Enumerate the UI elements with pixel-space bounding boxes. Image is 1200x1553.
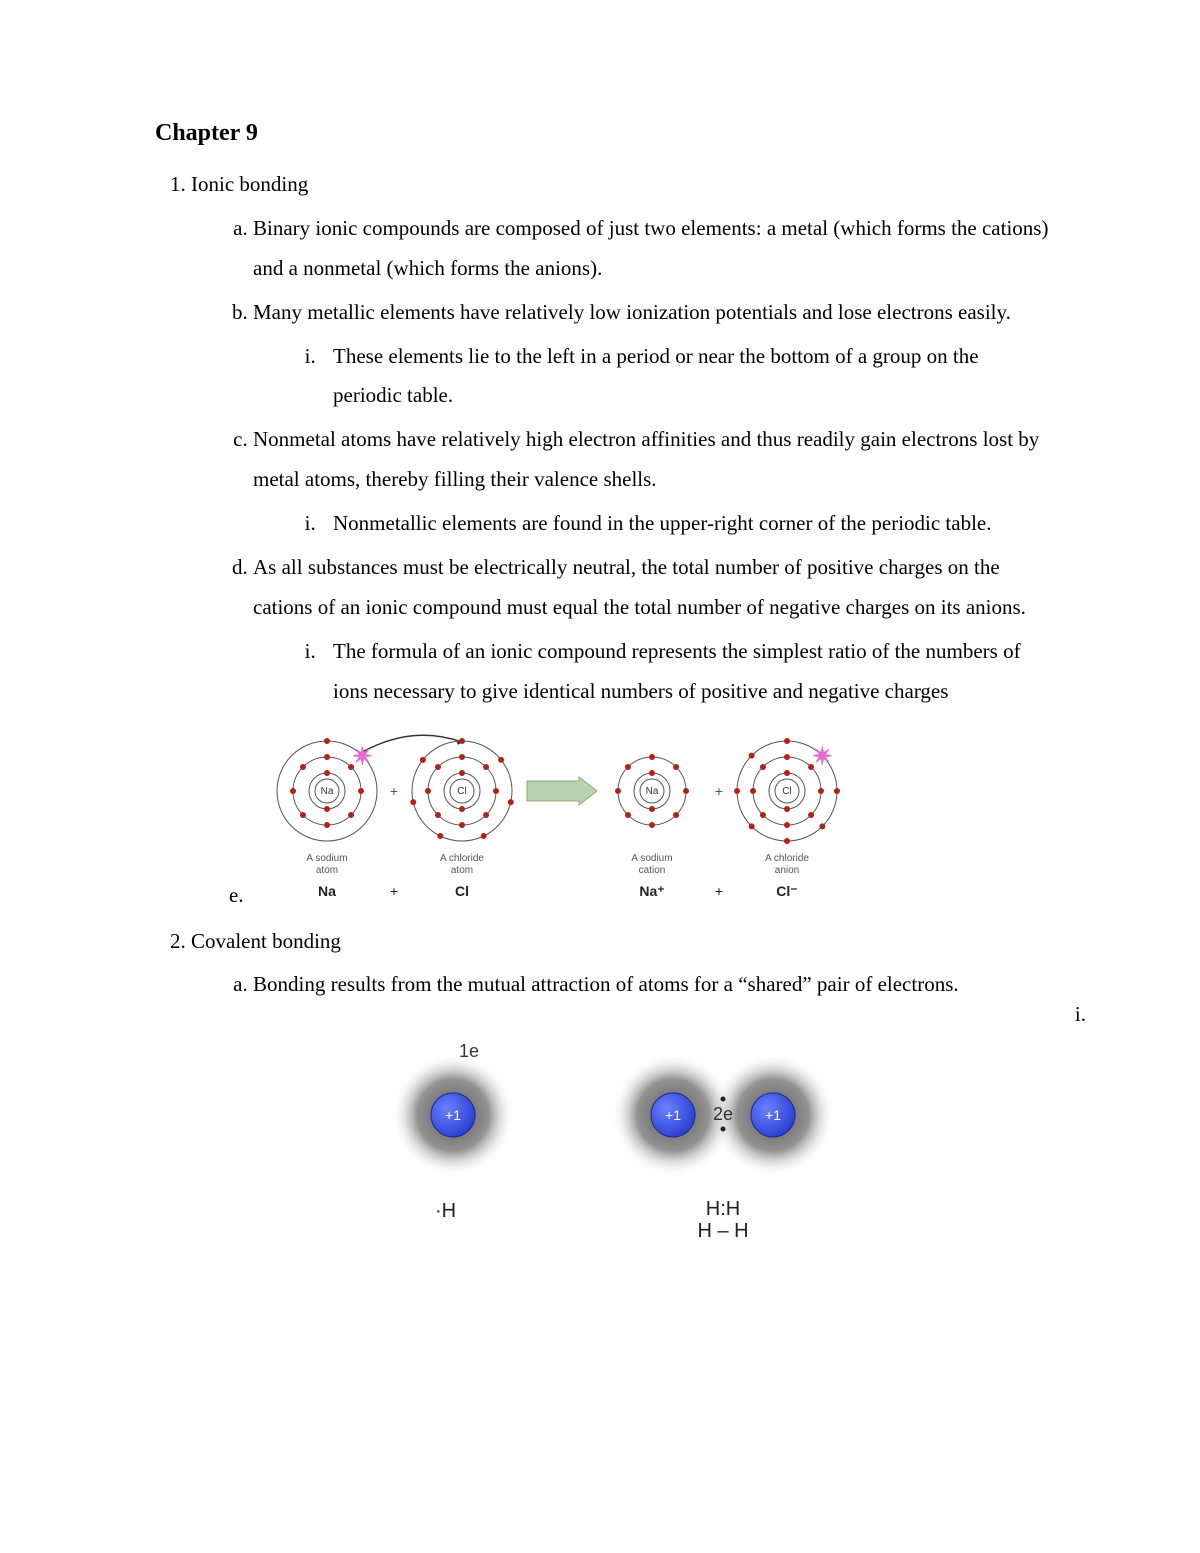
figure-covalent-row: i. +11e·H+1+12eH:HH – H	[253, 1005, 1050, 1245]
chapter-title: Chapter 9	[155, 120, 1050, 147]
svg-text:atom: atom	[451, 865, 473, 876]
svg-text:Cl: Cl	[457, 786, 466, 797]
outline-item-2: Covalent bonding Bonding results from th…	[191, 922, 1050, 1246]
svg-text:Cl⁻: Cl⁻	[776, 883, 797, 899]
svg-text:Cl: Cl	[455, 883, 469, 899]
svg-text:cation: cation	[639, 865, 666, 876]
outline1c-text: Nonmetal atoms have relatively high elec…	[253, 427, 1039, 491]
outline1-label: Ionic bonding	[191, 172, 308, 196]
svg-text:A chloride: A chloride	[440, 853, 484, 864]
outline2-level2: Bonding results from the mutual attracti…	[191, 965, 1050, 1245]
outline1e: e. NaA sodiumatomNaClA chlorideatomClNaA…	[253, 716, 1050, 916]
svg-text:Na: Na	[321, 786, 334, 797]
svg-text:A sodium: A sodium	[631, 853, 672, 864]
covalent-diagram-svg: +1 1e ·H +1 +1 2e H:HH – H	[333, 1015, 893, 1245]
outline1b: Many metallic elements have relatively l…	[253, 293, 1050, 417]
outline1a: Binary ionic compounds are composed of j…	[253, 209, 1050, 289]
svg-text:+1: +1	[445, 1107, 461, 1123]
svg-text:1e: 1e	[459, 1041, 479, 1061]
svg-text:+: +	[715, 883, 723, 899]
svg-text:H:H: H:H	[706, 1198, 740, 1220]
outline1d-level3: The formula of an ionic compound represe…	[253, 632, 1050, 712]
outline2a: Bonding results from the mutual attracti…	[253, 965, 1050, 1245]
outline-item-1: Ionic bonding Binary ionic compounds are…	[191, 165, 1050, 916]
svg-text:2e: 2e	[713, 1104, 733, 1124]
svg-text:Na: Na	[318, 883, 336, 899]
outline1b-i: These elements lie to the left in a peri…	[321, 337, 1050, 417]
outline1b-level3: These elements lie to the left in a peri…	[253, 337, 1050, 417]
svg-text:anion: anion	[775, 865, 799, 876]
svg-text:+: +	[390, 883, 398, 899]
svg-text:A chloride: A chloride	[765, 853, 809, 864]
svg-text:atom: atom	[316, 865, 338, 876]
outline1c: Nonmetal atoms have relatively high elec…	[253, 420, 1050, 544]
document-page: Chapter 9 Ionic bonding Binary ionic com…	[0, 0, 1200, 1553]
figure-covalent-bonding: +1 1e ·H +1 +1 2e H:HH – H	[333, 1015, 893, 1245]
outline1d-text: As all substances must be electrically n…	[253, 555, 1026, 619]
svg-text:H – H: H – H	[697, 1220, 748, 1242]
svg-text:Na: Na	[646, 786, 659, 797]
outline1c-level3: Nonmetallic elements are found in the up…	[253, 504, 1050, 544]
outline-level1: Ionic bonding Binary ionic compounds are…	[155, 165, 1050, 1245]
figure-ionic-bonding: NaA sodiumatomNaClA chlorideatomClNaA so…	[247, 716, 867, 916]
outline1-level2: Binary ionic compounds are composed of j…	[191, 209, 1050, 916]
svg-text:+1: +1	[665, 1107, 681, 1123]
outline1d-i: The formula of an ionic compound represe…	[321, 632, 1050, 712]
outline1c-i: Nonmetallic elements are found in the up…	[321, 504, 1050, 544]
svg-text:+1: +1	[765, 1107, 781, 1123]
svg-text:Na⁺: Na⁺	[639, 883, 664, 899]
outline1d: As all substances must be electrically n…	[253, 548, 1050, 712]
svg-text:Cl: Cl	[782, 786, 791, 797]
svg-text:+: +	[715, 783, 723, 799]
svg-text:+: +	[390, 783, 398, 799]
outline1b-text: Many metallic elements have relatively l…	[253, 300, 1011, 324]
outline2a-text: Bonding results from the mutual attracti…	[253, 972, 959, 996]
svg-text:A sodium: A sodium	[306, 853, 347, 864]
ionic-diagram-svg: NaA sodiumatomNaClA chlorideatomClNaA so…	[247, 716, 867, 916]
outline2-roman-i: i.	[1075, 995, 1086, 1035]
outline2-label: Covalent bonding	[191, 929, 341, 953]
svg-text:·H: ·H	[435, 1200, 456, 1222]
